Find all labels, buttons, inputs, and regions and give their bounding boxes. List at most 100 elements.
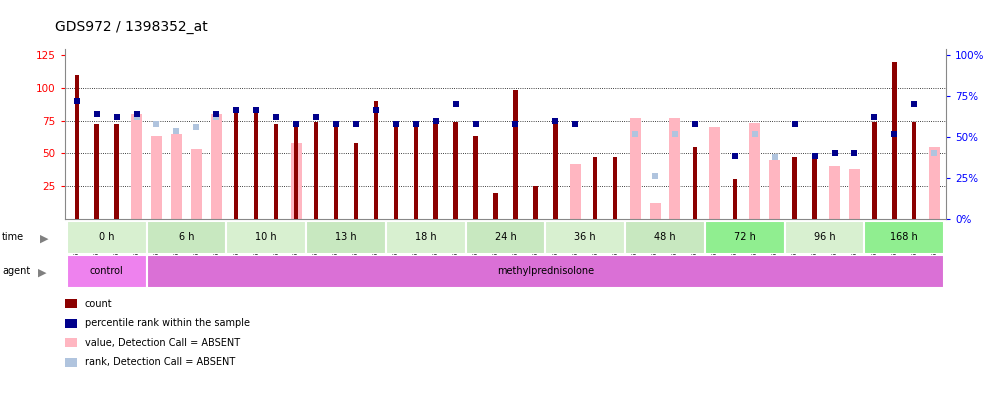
Bar [625, 221, 705, 254]
Bar [733, 179, 737, 219]
Bar [649, 203, 660, 219]
Point [427, 117, 443, 124]
Text: 96 h: 96 h [814, 232, 836, 242]
Point [647, 172, 663, 179]
Bar [385, 221, 465, 254]
Point [268, 113, 284, 120]
Bar [291, 143, 302, 219]
Point [168, 128, 184, 134]
Point [208, 113, 224, 120]
Bar [533, 186, 538, 219]
Bar [769, 160, 780, 219]
Bar [393, 122, 398, 219]
Text: 24 h: 24 h [495, 232, 516, 242]
Text: agent: agent [2, 266, 30, 276]
Text: ▶: ▶ [38, 268, 47, 277]
Bar [849, 169, 860, 219]
Text: 36 h: 36 h [575, 232, 596, 242]
Point [727, 153, 743, 159]
Text: 6 h: 6 h [178, 232, 194, 242]
Text: 48 h: 48 h [654, 232, 676, 242]
Bar [211, 114, 222, 219]
Bar [513, 90, 518, 219]
Point [447, 100, 463, 107]
Bar [493, 192, 498, 219]
Bar [131, 114, 142, 219]
Bar [669, 118, 680, 219]
Bar [709, 127, 720, 219]
Bar [593, 157, 598, 219]
Bar [872, 122, 876, 219]
Bar [749, 123, 760, 219]
Text: 0 h: 0 h [99, 232, 115, 242]
Point [328, 121, 344, 128]
Text: 72 h: 72 h [734, 232, 756, 242]
Bar [226, 221, 306, 254]
Point [128, 113, 144, 120]
Bar [813, 157, 817, 219]
Text: time: time [2, 232, 24, 242]
Point [288, 121, 304, 128]
Bar [793, 157, 797, 219]
Bar [234, 111, 238, 219]
Bar [570, 164, 581, 219]
Point [787, 121, 803, 128]
Bar [705, 221, 785, 254]
Bar [151, 136, 162, 219]
Point [109, 113, 124, 120]
Text: 168 h: 168 h [890, 232, 918, 242]
Point [926, 150, 942, 156]
Point [368, 107, 383, 113]
Bar [613, 157, 618, 219]
Text: GDS972 / 1398352_at: GDS972 / 1398352_at [55, 20, 207, 34]
Bar [75, 75, 79, 219]
Bar [374, 101, 378, 219]
Text: percentile rank within the sample: percentile rank within the sample [85, 318, 250, 328]
Bar [865, 221, 944, 254]
Point [807, 153, 823, 159]
Bar [433, 122, 438, 219]
Point [128, 111, 144, 117]
Text: ▶: ▶ [40, 234, 49, 243]
Point [288, 121, 304, 128]
Point [467, 121, 483, 128]
Text: control: control [90, 266, 124, 276]
Point [767, 154, 783, 160]
Point [248, 107, 264, 113]
Bar [314, 122, 318, 219]
Point [308, 113, 324, 120]
Bar [785, 221, 865, 254]
Bar [354, 143, 359, 219]
Bar [95, 124, 99, 219]
Point [568, 121, 584, 128]
Bar [553, 121, 558, 219]
Bar [453, 122, 458, 219]
Point [89, 111, 105, 117]
Point [508, 121, 524, 128]
Bar [892, 62, 896, 219]
Point [627, 130, 643, 137]
Point [228, 107, 244, 113]
Text: methylprednisolone: methylprednisolone [497, 266, 594, 276]
Point [387, 121, 403, 128]
Point [747, 130, 763, 137]
Bar [334, 127, 339, 219]
Bar [254, 111, 258, 219]
Bar [274, 124, 278, 219]
Point [188, 124, 204, 130]
Point [69, 98, 85, 104]
Bar [171, 134, 182, 219]
Point [348, 121, 364, 128]
Point [867, 113, 882, 120]
Point [407, 121, 423, 128]
Point [148, 121, 164, 128]
Bar [115, 124, 119, 219]
Text: 18 h: 18 h [415, 232, 436, 242]
Bar [67, 221, 146, 254]
Bar [465, 221, 546, 254]
Text: rank, Detection Call = ABSENT: rank, Detection Call = ABSENT [85, 357, 235, 367]
Bar [829, 166, 840, 219]
Bar [473, 136, 478, 219]
Text: value, Detection Call = ABSENT: value, Detection Call = ABSENT [85, 338, 240, 347]
Bar [546, 221, 625, 254]
